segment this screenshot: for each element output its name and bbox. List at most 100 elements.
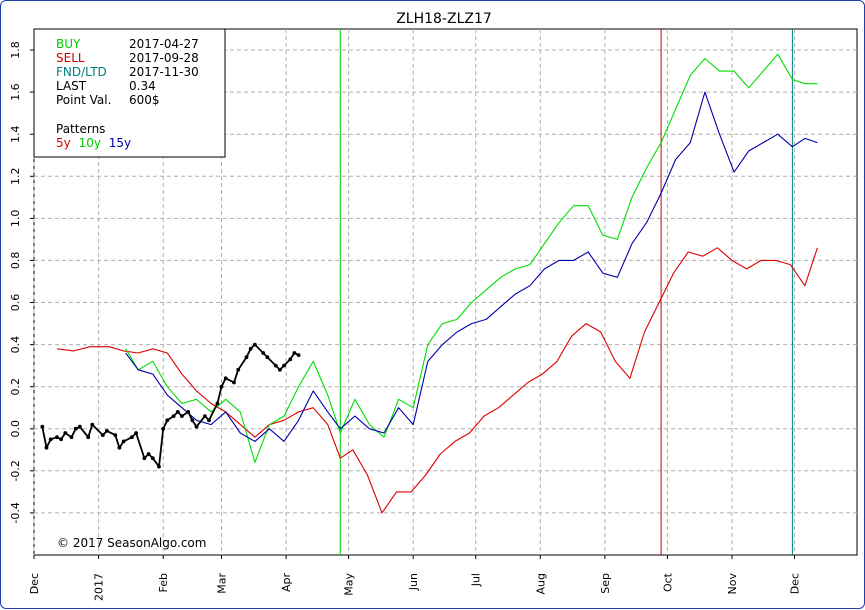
series-lines xyxy=(40,53,818,514)
y-tick-label: 0.4 xyxy=(9,336,22,354)
last-price-point xyxy=(117,445,122,450)
y-tick-label: -0.4 xyxy=(9,502,22,523)
last-price-point xyxy=(253,342,257,347)
last-price-point xyxy=(73,426,78,431)
y-tick-label: 0.8 xyxy=(9,252,22,270)
chart-title: ZLH18-ZLZ17 xyxy=(396,11,492,27)
info-box-frame xyxy=(33,28,226,158)
last-price-point xyxy=(69,435,74,440)
info-label-buy: BUY xyxy=(56,37,81,51)
x-tick-label: Oct xyxy=(661,572,674,592)
last-price-point xyxy=(44,445,49,450)
last-price-point xyxy=(175,410,180,414)
x-tick-label: May xyxy=(343,573,356,596)
last-price-point xyxy=(105,429,109,433)
copyright-text: © 2017 SeasonAlgo.com xyxy=(57,536,206,550)
last-price-point xyxy=(130,435,134,440)
last-price-point xyxy=(207,418,211,423)
x-tick-label: Feb xyxy=(157,573,170,592)
last-price-point xyxy=(77,424,82,429)
info-value-sell: 2017-09-28 xyxy=(129,51,199,65)
last-price-point xyxy=(59,437,63,442)
x-tick-label: Sep xyxy=(599,573,612,594)
last-price-point xyxy=(63,431,68,435)
y-tick-label: 0.2 xyxy=(9,378,22,396)
info-label-fnd: FND/LTD xyxy=(56,65,107,79)
info-value-point-val: 600$ xyxy=(129,93,160,107)
y-tick-label: 0.0 xyxy=(9,420,22,438)
last-price-point xyxy=(194,424,199,429)
last-price-point xyxy=(161,426,166,431)
legend-15y: 15y xyxy=(109,136,131,150)
last-price-point xyxy=(171,414,176,418)
x-tick-label: 2017 xyxy=(93,573,106,601)
x-tick-label: Nov xyxy=(726,573,739,595)
last-price-point xyxy=(282,363,286,368)
last-price-point xyxy=(278,367,282,372)
x-axis-ticks: Dec 2017 Feb Mar Apr May Jun Jul Aug Sep Oct Nov Dec xyxy=(28,555,802,601)
last-price-point xyxy=(215,401,220,406)
last-price-point xyxy=(261,351,266,355)
last-price-point xyxy=(100,433,105,437)
y-tick-label: -0.2 xyxy=(9,460,22,481)
last-price-point xyxy=(232,380,236,385)
last-price-point xyxy=(48,437,53,442)
last-price-point xyxy=(244,355,249,360)
last-price-point xyxy=(265,355,270,360)
y-tick-label: 1.6 xyxy=(9,83,22,101)
last-price-point xyxy=(121,439,126,444)
date-markers xyxy=(339,29,793,555)
info-label-sell: SELL xyxy=(56,51,85,65)
x-tick-label: Jun xyxy=(407,573,420,591)
last-price-point xyxy=(40,424,45,429)
last-price-point xyxy=(236,367,241,372)
last-price-point xyxy=(203,414,207,418)
last-price-point xyxy=(219,384,224,389)
info-value-fnd: 2017-11-30 xyxy=(129,65,199,79)
last-price-point xyxy=(248,346,253,351)
y-tick-label: 1.4 xyxy=(9,125,22,143)
last-price-point xyxy=(180,414,184,418)
x-tick-label: Apr xyxy=(280,573,293,593)
legend-5y: 5y xyxy=(56,136,71,150)
last-price-point xyxy=(134,431,139,435)
last-price-point xyxy=(190,418,195,423)
last-price-point xyxy=(288,357,293,362)
series-line-15y xyxy=(125,91,818,442)
last-price-point xyxy=(223,376,228,381)
last-price-point xyxy=(113,433,118,437)
x-tick-label: Dec xyxy=(789,573,802,594)
last-price-point xyxy=(186,410,191,414)
y-tick-label: 1.8 xyxy=(9,41,22,59)
last-price-point xyxy=(157,464,161,469)
series-line-5y xyxy=(56,247,818,514)
patterns-legend: 5y 10y 15y xyxy=(56,136,131,150)
y-tick-label: 1.2 xyxy=(9,168,22,186)
info-value-buy: 2017-04-27 xyxy=(129,37,199,51)
last-price-point xyxy=(165,418,170,423)
last-price-point xyxy=(292,351,297,355)
last-price-point xyxy=(86,435,91,440)
series-line-10y xyxy=(125,53,818,463)
y-tick-label: 1.0 xyxy=(9,210,22,228)
info-label-point-val: Point Val. xyxy=(56,93,111,107)
x-tick-label: Mar xyxy=(216,573,229,594)
x-tick-label: Aug xyxy=(534,573,547,594)
last-price-point xyxy=(150,456,155,461)
x-tick-label: Dec xyxy=(28,573,41,594)
last-price-point xyxy=(90,422,95,427)
last-price-point xyxy=(296,353,301,357)
info-label-last: LAST xyxy=(56,79,87,93)
y-axis-ticks: -0.4 -0.2 0.0 0.2 0.4 0.6 0.8 1.0 1.2 1.4 1.6 1.8 xyxy=(9,41,34,524)
last-price-point xyxy=(146,452,151,456)
last-price-point xyxy=(142,456,147,461)
x-tick-label: Jul xyxy=(470,573,483,587)
info-value-last: 0.34 xyxy=(129,79,156,93)
info-box: BUY 2017-04-27 SELL 2017-09-28 FND/LTD 2… xyxy=(33,28,226,158)
legend-10y: 10y xyxy=(79,136,101,150)
last-price-point xyxy=(273,363,278,368)
last-price-point xyxy=(55,435,59,440)
patterns-heading: Patterns xyxy=(56,122,105,136)
